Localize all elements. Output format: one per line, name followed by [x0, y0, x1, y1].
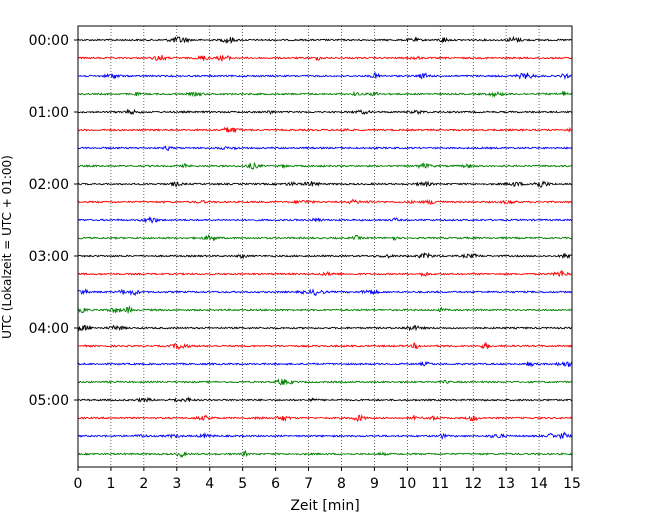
y-tick-label: 02:00: [29, 177, 69, 193]
y-tick-label: 05:00: [29, 393, 69, 409]
x-tick-label: 2: [139, 476, 148, 492]
seismic-trace-0215: [77, 198, 573, 205]
x-tick-label: 8: [337, 476, 346, 492]
seismic-trace-0045: [77, 90, 573, 98]
x-tick-label: 5: [238, 476, 247, 492]
seismic-trace-0530: [77, 431, 573, 441]
seismic-trace-0145: [77, 161, 573, 170]
seismic-trace-0445: [77, 378, 573, 386]
seismic-trace-0230: [77, 216, 573, 224]
x-tick-label: 6: [271, 476, 280, 492]
seismic-trace-0100: [77, 108, 573, 116]
seismic-trace-0515: [77, 414, 573, 423]
x-tick-label: 15: [563, 476, 581, 492]
seismic-trace-0015: [77, 54, 573, 63]
seismic-trace-0130: [77, 145, 573, 152]
x-tick-label: 9: [370, 476, 379, 492]
x-tick-label: 10: [398, 476, 416, 492]
seismic-trace-0345: [77, 305, 573, 314]
y-tick-label: 00:00: [29, 33, 69, 49]
seismic-trace-0315: [77, 269, 573, 278]
y-tick-label: 03:00: [29, 249, 69, 265]
seismic-trace-0545: [77, 449, 573, 459]
seismic-trace-0500: [77, 396, 573, 403]
seismic-trace-0415: [77, 342, 573, 351]
plot-frame: [77, 25, 573, 468]
x-tick-label: 1: [106, 476, 115, 492]
seismic-trace-0300: [77, 252, 573, 260]
seismic-trace-0200: [77, 180, 573, 188]
x-tick-label: 12: [464, 476, 482, 492]
y-tick-label: 04:00: [29, 321, 69, 337]
x-axis-ticks: 0 1 2 3 4 5 6 7 8 9 10 11 12 13 14 15: [74, 467, 581, 492]
y-axis-ticks: 00:00 01:00 02:00 03:00 04:00 05:00: [29, 33, 78, 409]
x-tick-label: 13: [497, 476, 515, 492]
seismic-trace-0400: [77, 324, 573, 332]
seismic-trace-0030: [77, 72, 573, 81]
y-tick-label: 01:00: [29, 105, 69, 121]
seismic-trace-0115: [77, 126, 573, 134]
x-axis-title: Zeit [min]: [290, 498, 359, 514]
y-axis-title: UTC (Lokalzeit = UTC + 01:00): [0, 155, 14, 339]
x-tick-label: 14: [530, 476, 548, 492]
seismic-trace-0330: [77, 288, 573, 297]
x-tick-label: 3: [172, 476, 181, 492]
x-tick-label: 11: [431, 476, 449, 492]
seismic-trace-0245: [77, 234, 573, 242]
seismic-traces: [77, 35, 573, 459]
x-tick-label: 0: [74, 476, 83, 492]
x-tick-label: 4: [205, 476, 214, 492]
x-tick-label: 7: [304, 476, 313, 492]
seismic-trace-0000: [77, 35, 573, 45]
seismic-trace-0430: [77, 360, 573, 368]
